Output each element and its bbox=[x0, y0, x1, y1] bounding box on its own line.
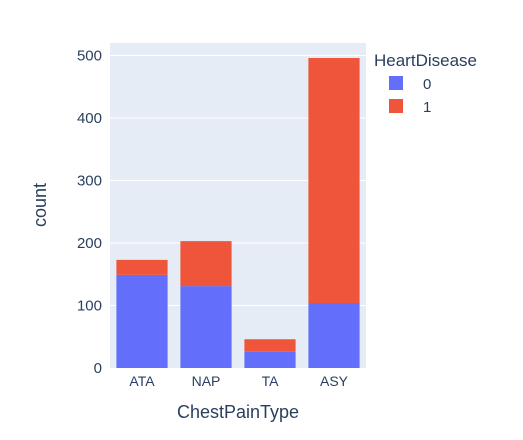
bar-ATA-1 bbox=[116, 259, 168, 275]
bar-ASY-0 bbox=[308, 303, 360, 368]
bar-ASY-1 bbox=[308, 58, 360, 303]
x-axis-ticks: ATA NAP TA ASY bbox=[129, 373, 348, 389]
legend-label-1: 1 bbox=[423, 99, 431, 116]
x-tick-label: ASY bbox=[320, 373, 349, 389]
y-axis-ticks: 0 100 200 300 400 500 bbox=[77, 48, 102, 378]
bar-NAP-0 bbox=[180, 286, 232, 368]
legend-label-0: 0 bbox=[423, 76, 431, 93]
legend: HeartDisease 0 1 bbox=[374, 51, 477, 116]
bars bbox=[116, 58, 360, 368]
y-axis-title: count bbox=[30, 183, 50, 227]
bar-TA-0 bbox=[244, 351, 296, 368]
x-tick-label: NAP bbox=[192, 373, 221, 389]
legend-swatch-0 bbox=[389, 76, 403, 90]
legend-title: HeartDisease bbox=[374, 51, 477, 70]
y-tick-label: 100 bbox=[77, 298, 102, 315]
x-tick-label: ATA bbox=[129, 373, 155, 389]
y-tick-label: 400 bbox=[77, 110, 102, 127]
y-tick-label: 200 bbox=[77, 235, 102, 252]
x-tick-label: TA bbox=[262, 373, 280, 389]
legend-swatch-1 bbox=[389, 99, 403, 113]
y-tick-label: 500 bbox=[77, 48, 102, 65]
y-tick-label: 300 bbox=[77, 173, 102, 190]
y-tick-label: 0 bbox=[94, 360, 102, 377]
bar-ATA-0 bbox=[116, 274, 168, 368]
bar-TA-1 bbox=[244, 339, 296, 352]
x-axis-title: ChestPainType bbox=[177, 402, 299, 422]
bar-NAP-1 bbox=[180, 241, 232, 287]
